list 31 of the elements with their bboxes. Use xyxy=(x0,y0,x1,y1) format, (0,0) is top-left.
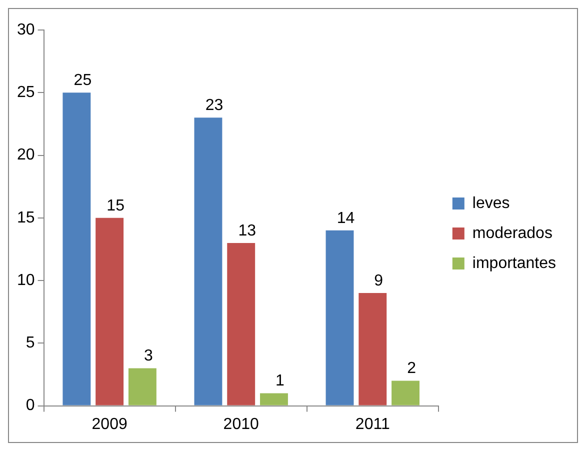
data-label: 2 xyxy=(407,360,416,378)
bar xyxy=(260,393,288,406)
data-label: 1 xyxy=(276,372,285,390)
legend-label: leves xyxy=(472,194,510,212)
bar xyxy=(227,242,256,406)
bar xyxy=(62,92,91,406)
bar xyxy=(326,230,354,406)
y-tick-label: 10 xyxy=(17,272,35,289)
data-label: 3 xyxy=(144,348,153,365)
legend-label: importantes xyxy=(472,254,556,272)
y-tick-label: 15 xyxy=(17,209,35,226)
bar xyxy=(358,293,387,406)
data-label: 25 xyxy=(74,72,92,90)
x-tick-label: 2011 xyxy=(355,416,390,433)
y-tick-label: 5 xyxy=(26,334,35,352)
y-tick-label: 0 xyxy=(26,397,35,414)
bar xyxy=(194,118,222,406)
legend-label: moderados xyxy=(472,224,552,242)
x-tick-label: 2009 xyxy=(92,416,128,433)
bar xyxy=(96,218,124,406)
data-label: 15 xyxy=(106,197,125,214)
y-tick-label: 25 xyxy=(17,84,35,102)
data-label: 9 xyxy=(374,272,384,290)
data-label: 13 xyxy=(238,222,256,240)
bar xyxy=(128,368,156,406)
data-label: 14 xyxy=(336,210,355,227)
y-tick-label: 30 xyxy=(17,21,35,38)
bar xyxy=(392,380,420,406)
data-label: 23 xyxy=(205,97,224,114)
y-tick-label: 20 xyxy=(17,146,35,164)
x-tick-label: 2010 xyxy=(223,416,259,433)
